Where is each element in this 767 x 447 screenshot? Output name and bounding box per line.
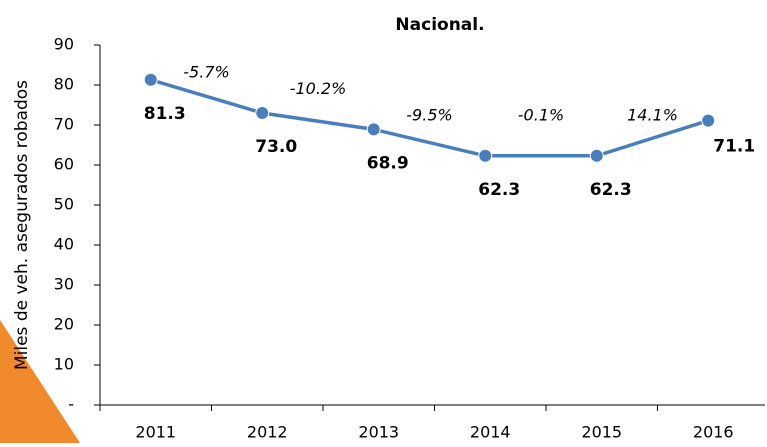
x-tick-label: 2016	[693, 423, 734, 442]
value-label: 62.3	[590, 180, 632, 200]
x-tick-label: 2011	[135, 423, 176, 442]
x-tick-label: 2014	[470, 423, 511, 442]
y-tick-label: 20	[54, 315, 74, 334]
y-tick-label: -	[68, 395, 74, 414]
change-label: -0.1%	[518, 105, 564, 124]
y-tick-label: 80	[54, 75, 74, 94]
value-label: 81.3	[144, 104, 186, 124]
x-tick-label: 2012	[247, 423, 288, 442]
x-tick-label: 2013	[358, 423, 399, 442]
corner-decoration	[0, 320, 80, 443]
point	[143, 72, 158, 87]
change-label: -5.7%	[183, 63, 229, 82]
point	[478, 148, 493, 163]
point	[589, 148, 604, 163]
y-tick-label: 50	[54, 195, 74, 214]
y-axis-label: Miles de veh. asegurados robados	[12, 80, 32, 370]
y-tick-label: 90	[54, 35, 74, 54]
change-label: -9.5%	[406, 105, 452, 124]
value-label: 73.0	[255, 137, 297, 157]
change-label: 14.1%	[627, 105, 678, 124]
chart-title: Nacional.	[395, 15, 484, 35]
point	[255, 106, 270, 120]
change-label: -10.2%	[290, 79, 347, 98]
value-label: 68.9	[367, 153, 409, 173]
y-tick-label: 30	[54, 275, 74, 294]
value-label: 62.3	[478, 180, 520, 200]
value-label: 71.1	[713, 137, 755, 157]
y-tick-label: 10	[54, 355, 74, 374]
y-tick-label: 60	[54, 155, 74, 174]
y-tick-label: 70	[54, 115, 74, 134]
line	[150, 78, 709, 158]
y-tick-label: 40	[54, 235, 74, 254]
x-tick-label: 2015	[581, 423, 622, 442]
point	[366, 122, 381, 137]
point	[701, 113, 716, 128]
